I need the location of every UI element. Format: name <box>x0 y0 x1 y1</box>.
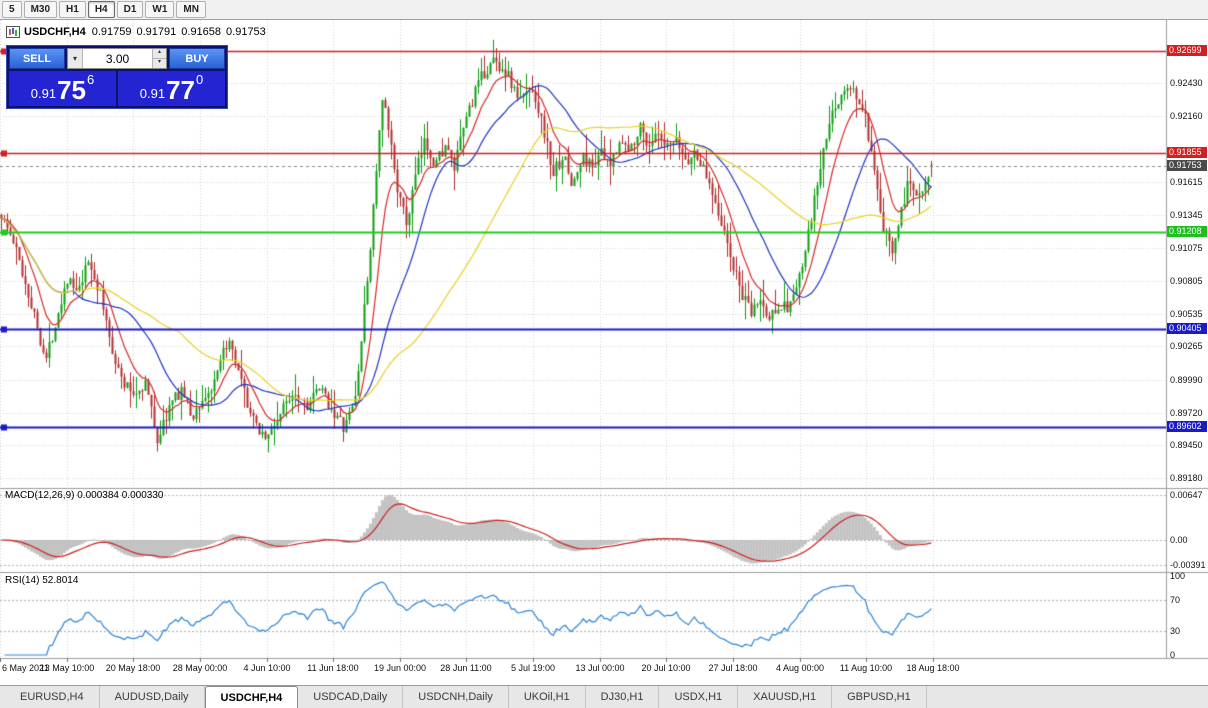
price-tick-label: 0.91075 <box>1170 242 1203 253</box>
price-tag: 0.91208 <box>1167 225 1207 237</box>
ohlc-high: 0.91791 <box>136 26 177 38</box>
price-tag: 0.91855 <box>1167 147 1207 159</box>
time-label: 11 Jun 18:00 <box>307 663 359 673</box>
chart-tab-gbpusd-h1[interactable]: GBPUSD,H1 <box>832 686 927 708</box>
price-tick-label: 0.90265 <box>1170 341 1203 352</box>
macd-axis-label: 0.00647 <box>1170 490 1203 500</box>
chart-symbol-period: USDCHF,H4 <box>24 26 86 38</box>
ask-pips: 77 <box>166 75 195 105</box>
price-tick-label: 0.90535 <box>1170 308 1203 319</box>
timeframe-toolbar: 5 M30 H1 H4 D1 W1 MN <box>0 0 1208 20</box>
time-label: 28 Jun 11:00 <box>440 663 492 673</box>
price-tick-label: 0.91615 <box>1170 177 1203 188</box>
rsi-axis-label: 0 <box>1170 650 1176 660</box>
price-tick-label: 0.90805 <box>1170 275 1203 286</box>
timeframe-button-mn[interactable]: MN <box>176 1 206 18</box>
rsi-axis-label: 70 <box>1170 594 1181 605</box>
ohlc-low: 0.91658 <box>181 26 222 38</box>
price-tick-label: 0.91345 <box>1170 210 1203 221</box>
timeframe-button-5[interactable]: 5 <box>2 1 22 18</box>
price-tick-label: 0.89180 <box>1170 473 1203 484</box>
sell-button[interactable]: SELL <box>9 48 65 69</box>
time-label: 13 May 10:00 <box>39 663 95 673</box>
bid-pips: 75 <box>57 75 86 105</box>
time-label: 18 Aug 18:00 <box>906 663 960 673</box>
price-tag: 0.92699 <box>1167 44 1207 56</box>
ohlc-open: 0.91759 <box>91 26 132 38</box>
chart-tab-usdcnh-daily[interactable]: USDCNH,Daily <box>403 686 509 708</box>
chart-icon <box>6 26 20 38</box>
buy-button[interactable]: BUY <box>169 48 225 69</box>
chart-tab-xauusd-h1[interactable]: XAUUSD,H1 <box>738 686 833 708</box>
chart-tab-usdchf-h4[interactable]: USDCHF,H4 <box>204 686 299 708</box>
time-axis[interactable]: 6 May 2021 13 May 10:00 20 May 18:00 28 May… <box>0 663 1166 677</box>
bid-prefix: 0.91 <box>30 86 57 101</box>
timeframe-button-m30[interactable]: M30 <box>23 1 58 18</box>
price-axis[interactable]: 0.92430 0.92160 0.91615 0.91345 0.91075 0.908… <box>1167 20 1208 660</box>
price-tick-label: 0.89990 <box>1170 374 1203 385</box>
chart-tab-audusd-daily[interactable]: AUDUSD,Daily <box>100 686 205 708</box>
one-click-trading-panel: SELL ▾ 3.00 ▴ ▾ BUY 0.91 75 6 0.91 77 0 <box>6 45 228 109</box>
rsi-indicator-label: RSI(14) 52.8014 <box>5 575 79 586</box>
price-tick-label: 0.89720 <box>1170 407 1203 418</box>
price-tick-label: 0.92430 <box>1170 78 1203 89</box>
timeframe-button-h1[interactable]: H1 <box>59 1 86 18</box>
macd-indicator-label: MACD(12,26,9) 0.000384 0.000330 <box>5 490 164 501</box>
ask-prefix: 0.91 <box>139 86 166 101</box>
price-tag: 0.91753 <box>1167 159 1207 171</box>
chart-tab-usdx-h1[interactable]: USDX,H1 <box>659 686 739 708</box>
price-chart-canvas[interactable] <box>0 20 1208 685</box>
volume-control: ▾ 3.00 ▴ ▾ <box>67 48 167 69</box>
rsi-axis-label: 100 <box>1170 571 1186 581</box>
volume-spinner: ▴ ▾ <box>152 49 166 68</box>
time-label: 11 Aug 10:00 <box>839 663 893 673</box>
volume-up-button[interactable]: ▴ <box>153 49 166 59</box>
buy-price-button[interactable]: 0.91 77 0 <box>118 71 225 106</box>
timeframe-button-w1[interactable]: W1 <box>145 1 175 18</box>
bid-point: 6 <box>87 72 95 87</box>
time-label: 4 Jun 10:00 <box>243 663 291 673</box>
timeframe-button-h4[interactable]: H4 <box>87 1 115 18</box>
time-label: 13 Jul 00:00 <box>575 663 625 673</box>
time-label: 6 May 2021 <box>2 663 50 673</box>
time-label: 19 Jun 00:00 <box>373 663 427 673</box>
macd-axis-label: 0.00 <box>1170 535 1188 545</box>
price-tick-label: 0.92160 <box>1170 111 1203 122</box>
volume-input[interactable]: 3.00 <box>105 51 130 66</box>
ask-point: 0 <box>196 72 204 87</box>
macd-axis-label: -0.00391 <box>1170 560 1206 570</box>
chart-tab-usdcad-daily[interactable]: USDCAD,Daily <box>298 686 404 708</box>
ohlc-close: 0.91753 <box>226 26 266 38</box>
volume-down-button[interactable]: ▾ <box>153 59 166 68</box>
chart-tab-eurusd-h4[interactable]: EURUSD,H4 <box>5 686 100 708</box>
sell-price-button[interactable]: 0.91 75 6 <box>9 71 116 106</box>
chart-title: USDCHF,H4 0.91759 0.91791 0.91658 0.9175… <box>6 26 271 38</box>
time-label: 20 Jul 10:00 <box>641 663 691 673</box>
chart-tab-bar: EURUSD,H4 AUDUSD,Daily USDCHF,H4 USDCAD,Dai… <box>0 685 1208 708</box>
time-label: 4 Aug 00:00 <box>775 663 825 673</box>
time-label: 5 Jul 19:00 <box>510 663 556 673</box>
time-label: 28 May 00:00 <box>172 663 228 673</box>
chart-tab-ukoil-h1[interactable]: UKOil,H1 <box>509 686 586 708</box>
price-tag: 0.90405 <box>1167 323 1207 335</box>
volume-dropdown-icon[interactable]: ▾ <box>68 49 83 68</box>
time-label: 27 Jul 18:00 <box>708 663 758 673</box>
price-tag: 0.89602 <box>1167 420 1207 432</box>
time-label: 20 May 18:00 <box>105 663 161 673</box>
chart-tab-dj30-h1[interactable]: DJ30,H1 <box>586 686 660 708</box>
timeframe-button-d1[interactable]: D1 <box>116 1 144 18</box>
price-tick-label: 0.89450 <box>1170 440 1203 451</box>
rsi-axis-label: 30 <box>1170 626 1181 637</box>
